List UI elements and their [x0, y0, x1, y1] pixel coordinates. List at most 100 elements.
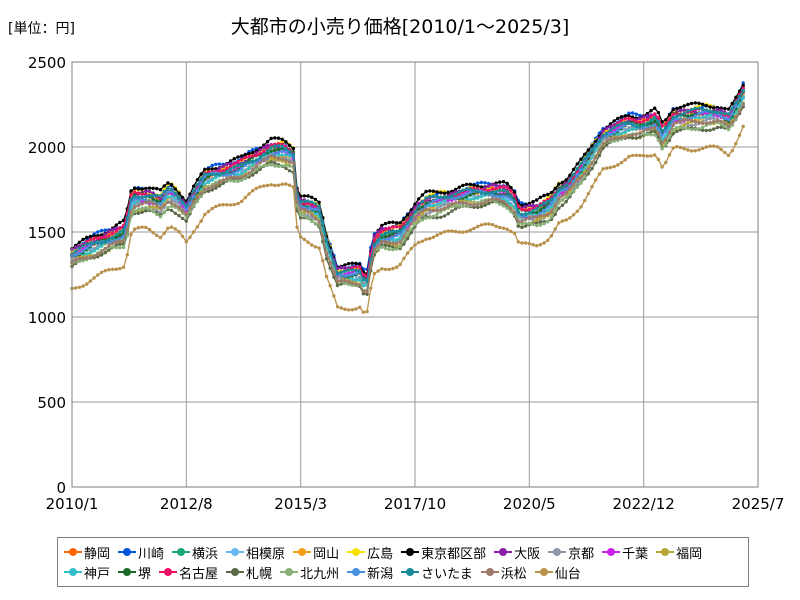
data-point: [151, 197, 155, 201]
data-point: [155, 186, 159, 191]
data-point: [180, 209, 185, 213]
data-point: [265, 163, 270, 167]
data-point: [405, 221, 410, 225]
data-point: [479, 199, 484, 203]
data-point: [147, 189, 152, 194]
data-point: [579, 157, 583, 161]
data-point: [206, 186, 211, 191]
data-point: [144, 209, 148, 213]
data-point: [118, 233, 122, 238]
data-point: [642, 129, 646, 133]
data-point: [103, 269, 107, 273]
legend-item: 新潟: [347, 562, 393, 582]
data-point: [531, 209, 535, 213]
data-point: [531, 203, 535, 207]
data-point: [505, 206, 509, 210]
data-point: [269, 157, 273, 162]
data-point: [689, 118, 694, 123]
data-point: [583, 175, 587, 179]
data-point: [553, 193, 557, 197]
data-point: [313, 197, 318, 202]
data-point: [553, 204, 557, 208]
data-point: [243, 173, 247, 178]
data-point: [704, 128, 709, 133]
data-point: [391, 238, 395, 242]
data-point: [649, 115, 653, 119]
data-point: [579, 176, 583, 180]
data-point: [214, 204, 218, 209]
data-point: [671, 108, 675, 112]
data-point: [737, 109, 742, 114]
data-point: [372, 234, 377, 238]
data-point: [605, 134, 609, 138]
data-point: [649, 133, 653, 137]
data-point: [557, 197, 561, 201]
data-point: [557, 182, 561, 186]
data-point: [394, 238, 399, 242]
data-point: [442, 230, 447, 234]
data-point: [712, 119, 716, 124]
data-point: [284, 158, 288, 163]
data-point: [553, 208, 557, 212]
data-point: [682, 111, 686, 115]
data-point: [627, 154, 631, 159]
data-point: [199, 191, 203, 196]
data-point: [232, 162, 236, 166]
data-point: [221, 181, 225, 185]
data-point: [206, 189, 211, 193]
data-point: [147, 186, 152, 190]
data-point: [697, 104, 701, 108]
data-point: [81, 284, 85, 288]
data-point: [339, 306, 343, 310]
data-point: [505, 227, 509, 231]
data-point: [428, 236, 432, 241]
data-point: [265, 183, 270, 188]
data-point: [623, 114, 627, 118]
data-point: [361, 278, 366, 282]
data-point: [560, 203, 565, 207]
data-point: [391, 220, 395, 224]
data-point: [302, 207, 307, 212]
data-point: [494, 189, 498, 194]
data-point: [199, 172, 203, 176]
data-point: [487, 198, 491, 202]
data-point: [276, 164, 281, 169]
data-point: [726, 153, 731, 158]
data-point: [118, 266, 122, 271]
data-point: [177, 213, 181, 218]
data-point: [638, 135, 642, 139]
data-point: [118, 246, 122, 250]
data-point: [435, 216, 439, 220]
data-point: [512, 231, 517, 236]
data-point: [387, 237, 391, 241]
data-point: [184, 219, 188, 223]
data-point: [332, 270, 336, 274]
data-point: [453, 192, 458, 196]
data-point: [203, 182, 207, 186]
data-point: [708, 113, 712, 117]
data-point: [741, 102, 745, 107]
data-point: [730, 123, 734, 128]
data-point: [686, 114, 690, 118]
data-point: [715, 108, 720, 112]
data-point: [214, 162, 218, 166]
data-point: [564, 218, 568, 222]
data-point: [701, 102, 705, 107]
data-point: [542, 213, 546, 217]
data-point: [686, 126, 690, 131]
data-point: [431, 199, 436, 203]
data-point: [457, 195, 461, 200]
data-point: [675, 125, 679, 130]
data-point: [232, 202, 236, 207]
axis-layer: 0 500 1000 1500 2000 2500 2010/1 2012/8 2015/3 20…: [28, 54, 785, 513]
data-point: [431, 194, 436, 198]
data-point: [649, 126, 653, 130]
data-point: [358, 305, 362, 309]
data-point: [435, 233, 439, 237]
data-point: [509, 207, 513, 211]
data-point: [483, 203, 487, 207]
data-point: [402, 238, 406, 243]
data-point: [527, 203, 531, 208]
data-point: [697, 106, 701, 111]
data-point: [158, 188, 163, 192]
